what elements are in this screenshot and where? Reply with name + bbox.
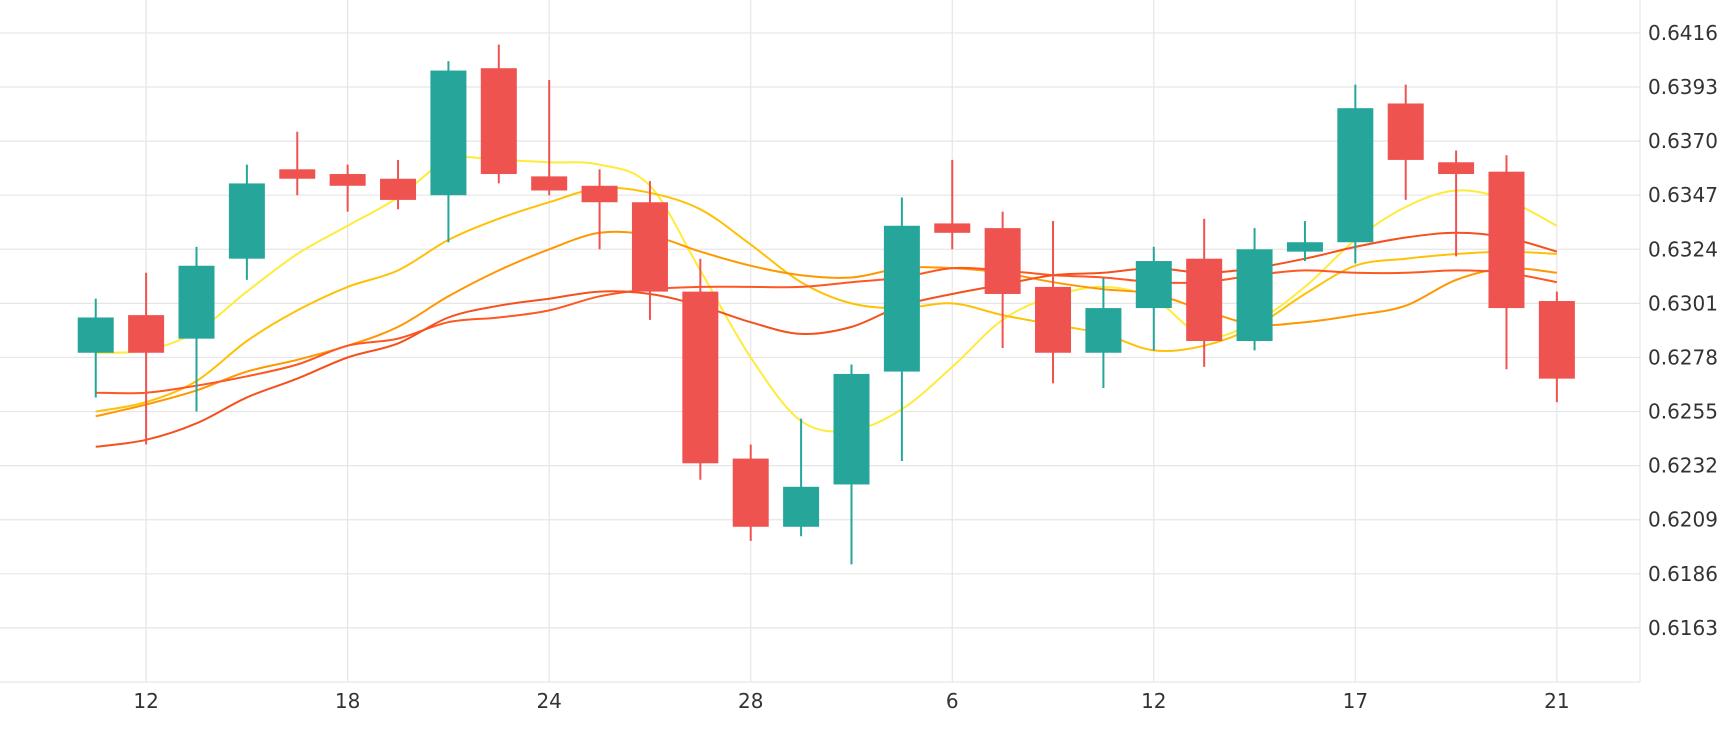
candle-down — [1387, 84, 1424, 200]
moving-average-line-1 — [95, 156, 1558, 433]
y-tick-label: 0.6163 — [1648, 616, 1718, 640]
y-tick-label: 0.6301 — [1648, 291, 1718, 315]
candle-down — [1538, 291, 1575, 403]
moving-average-line-5 — [95, 231, 1558, 448]
candle-up — [430, 61, 467, 243]
candle-body — [631, 202, 668, 292]
candle-down — [531, 79, 568, 196]
candle-body — [1236, 249, 1273, 341]
candle-down — [934, 159, 971, 250]
candle-down — [984, 211, 1021, 349]
candle-body — [228, 183, 265, 259]
moving-average-line-4 — [95, 266, 1558, 395]
y-tick-label: 0.6209 — [1648, 508, 1718, 532]
candle-body — [1135, 261, 1172, 309]
candle-body — [480, 68, 517, 175]
y-tick-label: 0.6416 — [1648, 21, 1718, 45]
candle-body — [1488, 171, 1525, 309]
candle-down — [279, 131, 316, 196]
candle-body — [279, 169, 316, 179]
candle-down — [1438, 150, 1475, 257]
candle-up — [1236, 228, 1273, 351]
y-axis: 0.6416 0.6393 0.6370 0.6347 0.6324 0.6301 0.62… — [1648, 21, 1718, 640]
y-tick-label: 0.6186 — [1648, 562, 1718, 586]
candle-body — [1387, 103, 1424, 160]
candle-body — [883, 225, 920, 372]
x-tick-label: 6 — [946, 689, 959, 713]
candle-body — [1438, 162, 1475, 175]
y-tick-label: 0.6278 — [1648, 345, 1718, 369]
moving-average-line-3 — [95, 230, 1557, 418]
candle-down — [1488, 155, 1525, 370]
candle-body — [581, 185, 618, 203]
moving-average-line-2 — [95, 186, 1557, 413]
candle-down — [380, 159, 417, 210]
y-tick-label: 0.6393 — [1648, 75, 1718, 99]
candle-down — [1035, 221, 1072, 384]
candle-body — [732, 458, 769, 527]
candle-up — [228, 164, 265, 280]
candle-body — [833, 373, 870, 485]
moving-average-lines — [95, 156, 1558, 448]
candle-body — [329, 174, 366, 186]
candles — [77, 44, 1575, 565]
y-tick-label: 0.6347 — [1648, 183, 1718, 207]
x-tick-label: 12 — [1141, 689, 1166, 713]
candle-up — [883, 197, 920, 461]
candle-down — [631, 181, 668, 320]
candle-up — [1286, 221, 1323, 262]
candle-down — [581, 169, 618, 250]
candle-down — [1186, 218, 1223, 367]
x-tick-label: 28 — [738, 689, 763, 713]
candle-up — [77, 298, 114, 398]
y-tick-label: 0.6232 — [1648, 454, 1718, 478]
candle-body — [178, 265, 215, 339]
y-tick-label: 0.6324 — [1648, 237, 1718, 261]
x-tick-label: 18 — [335, 689, 360, 713]
candle-up — [1135, 246, 1172, 351]
candle-body — [682, 291, 719, 464]
candle-body — [1035, 286, 1072, 353]
candle-down — [329, 164, 366, 212]
y-tick-label: 0.6255 — [1648, 400, 1718, 424]
x-axis: 12 18 24 28 6 12 17 21 — [133, 689, 1569, 713]
candle-up — [783, 418, 820, 537]
candle-body — [1337, 108, 1374, 243]
candle-body — [1186, 258, 1223, 341]
x-tick-label: 17 — [1343, 689, 1368, 713]
candle-down — [732, 444, 769, 541]
y-tick-label: 0.6370 — [1648, 129, 1718, 153]
candle-body — [783, 486, 820, 527]
candle-body — [531, 176, 568, 191]
candle-down — [480, 44, 517, 184]
candle-body — [380, 178, 417, 200]
x-tick-label: 24 — [536, 689, 561, 713]
candle-up — [833, 364, 870, 565]
candle-body — [1085, 308, 1122, 353]
candle-body — [77, 317, 114, 353]
candle-body — [430, 70, 467, 196]
candle-down — [128, 272, 165, 445]
x-tick-label: 12 — [133, 689, 158, 713]
candle-body — [1286, 242, 1323, 252]
candle-down — [682, 258, 719, 480]
candle-body — [1538, 301, 1575, 379]
candle-up — [1085, 277, 1122, 389]
candle-body — [984, 228, 1021, 294]
candle-body — [128, 315, 165, 353]
candle-body — [934, 223, 971, 233]
candle-up — [178, 246, 215, 412]
x-tick-label: 21 — [1544, 689, 1569, 713]
candle-up — [1337, 84, 1374, 264]
